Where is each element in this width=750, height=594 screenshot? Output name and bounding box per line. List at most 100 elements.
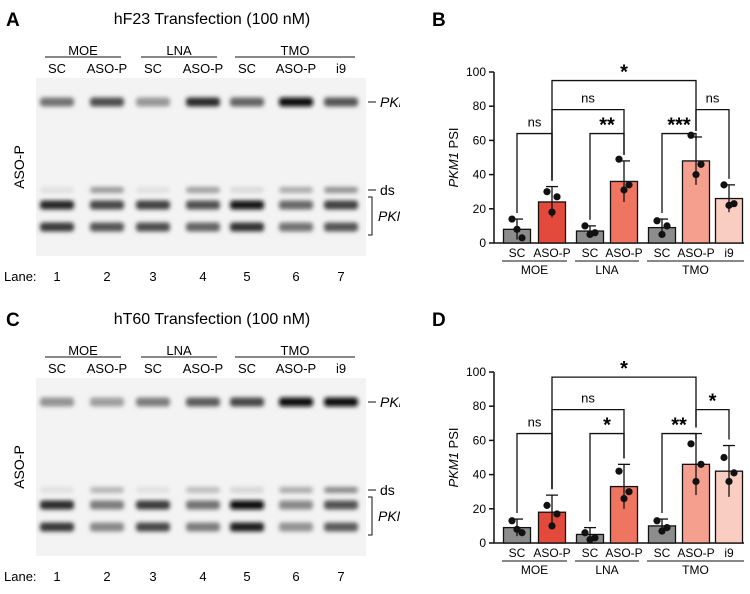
group-label-moe: MOE <box>68 43 98 58</box>
band-pkm2b-lane-2 <box>90 522 124 532</box>
significance-label: ns <box>528 415 542 430</box>
group-label-lna: LNA <box>166 343 192 358</box>
group-label-tmo: TMO <box>281 343 310 358</box>
lane-label: ASO-P <box>276 361 316 376</box>
band-pkm2b-lane-6 <box>279 522 313 532</box>
band-ds-lane-4 <box>186 487 220 493</box>
significance-bracket <box>661 132 697 214</box>
data-point <box>725 201 733 209</box>
data-point <box>687 440 695 448</box>
band-pkm2a-lane-1 <box>40 500 74 510</box>
band-pkm2a-lane-2 <box>90 500 124 510</box>
group-label-lna: LNA <box>166 43 192 58</box>
category-label: ASO-P <box>533 546 570 560</box>
lane-label: ASO-P <box>87 61 127 76</box>
data-point <box>620 186 628 194</box>
band-pkm1-lane-3 <box>136 397 170 407</box>
y-axis-label-italic: PKM1 <box>446 152 461 187</box>
lane-label: SC <box>144 61 162 76</box>
lane-prefix: Lane: <box>4 569 37 584</box>
data-point <box>658 230 666 239</box>
y-axis-label: PKM1 PSI <box>446 128 461 188</box>
category-label: SC <box>582 546 599 560</box>
data-point <box>663 222 671 230</box>
band-pkm2a-lane-7 <box>324 200 358 210</box>
y-tick-label: 80 <box>473 99 487 113</box>
band-pkm2b-lane-5 <box>230 222 264 232</box>
y-tick-label: 80 <box>473 399 487 413</box>
y-axis-label-italic: PKM1 <box>446 452 461 487</box>
side-label: ASO-P <box>11 445 27 489</box>
category-label: ASO-P <box>533 246 570 260</box>
significance-bracket <box>695 408 730 440</box>
band-ds-lane-7 <box>324 187 358 193</box>
band-ds-lane-5 <box>230 187 264 193</box>
band-pkm2a-lane-5 <box>230 500 264 510</box>
group-label-tmo: TMO <box>682 563 709 577</box>
category-label: i9 <box>724 546 734 560</box>
gel-title: hF23 Transfection (100 nM) <box>114 11 311 28</box>
group-label-tmo: TMO <box>281 43 310 58</box>
band-pkm2b-lane-4 <box>186 222 220 232</box>
group-label-lna: LNA <box>595 263 618 277</box>
data-point <box>543 188 551 196</box>
band-ds-lane-1 <box>40 187 74 193</box>
group-label-moe: MOE <box>521 263 548 277</box>
gel-title: hT60 Transfection (100 nM) <box>114 311 311 328</box>
band-pkm1-lane-5 <box>230 97 264 107</box>
band-pkm1-lane-4 <box>186 397 220 407</box>
band-pkm1-lane-7 <box>324 397 358 407</box>
bar-7 <box>714 197 744 244</box>
band-pkm1-lane-7 <box>324 97 358 107</box>
significance-label: ** <box>599 115 615 137</box>
significance-bracket <box>551 408 625 490</box>
lane-label: i9 <box>336 61 346 76</box>
band-ds-lane-4 <box>186 187 220 193</box>
category-label: ASO-P <box>677 246 714 260</box>
ds-label: ds <box>380 182 395 198</box>
data-point <box>730 469 738 477</box>
y-axis-label-rest: PSI <box>446 128 461 153</box>
group-label-tmo: TMO <box>682 263 709 277</box>
significance-label: * <box>620 62 628 84</box>
band-pkm2a-lane-3 <box>136 500 170 510</box>
psi-chart-d: D 0 20 40 60 80 100 PKM1 PSI SC ASO-P SC ASO-P SC ASO… <box>432 310 744 577</box>
data-point <box>620 494 628 503</box>
lane-number: 4 <box>199 569 206 584</box>
band-ds-lane-3 <box>136 187 170 193</box>
data-point <box>548 208 556 216</box>
data-point <box>697 160 705 168</box>
band-pkm1-lane-3 <box>136 97 170 107</box>
data-point <box>513 225 521 233</box>
group-label-moe: MOE <box>521 563 548 577</box>
y-tick-label: 20 <box>473 202 487 216</box>
chart-panel-b: B 0 20 40 60 80 100 PKM1 PSI SC ASO-P SC ASO-P SC ASO… <box>410 0 750 295</box>
lane-number: 3 <box>149 569 156 584</box>
band-pkm2b-lane-1 <box>40 522 74 532</box>
lane-label: ASO-P <box>183 361 223 376</box>
data-point <box>653 217 661 225</box>
y-tick-label: 100 <box>466 65 486 79</box>
significance-label: ns <box>581 391 595 406</box>
significance-label: * <box>620 358 628 380</box>
band-pkm2b-lane-3 <box>136 222 170 232</box>
band-pkm2a-lane-6 <box>279 500 313 510</box>
lane-number: 5 <box>243 569 250 584</box>
data-point <box>697 460 705 468</box>
band-pkm2a-lane-6 <box>279 200 313 210</box>
pkm1-label: PKM1 <box>380 94 400 110</box>
data-point <box>586 230 594 239</box>
y-tick-label: 20 <box>473 502 487 516</box>
lane-label: SC <box>144 361 162 376</box>
band-pkm2b-lane-7 <box>324 222 358 232</box>
category-label: SC <box>654 246 671 260</box>
pkm2-label: PKM2 <box>378 208 400 224</box>
data-point <box>513 525 521 533</box>
band-pkm1-lane-1 <box>40 97 74 107</box>
band-pkm2b-lane-7 <box>324 522 358 532</box>
data-point <box>720 181 728 189</box>
data-point <box>553 510 561 518</box>
band-pkm2b-lane-4 <box>186 522 220 532</box>
data-point <box>625 488 633 496</box>
panel-letter: C <box>6 310 20 331</box>
